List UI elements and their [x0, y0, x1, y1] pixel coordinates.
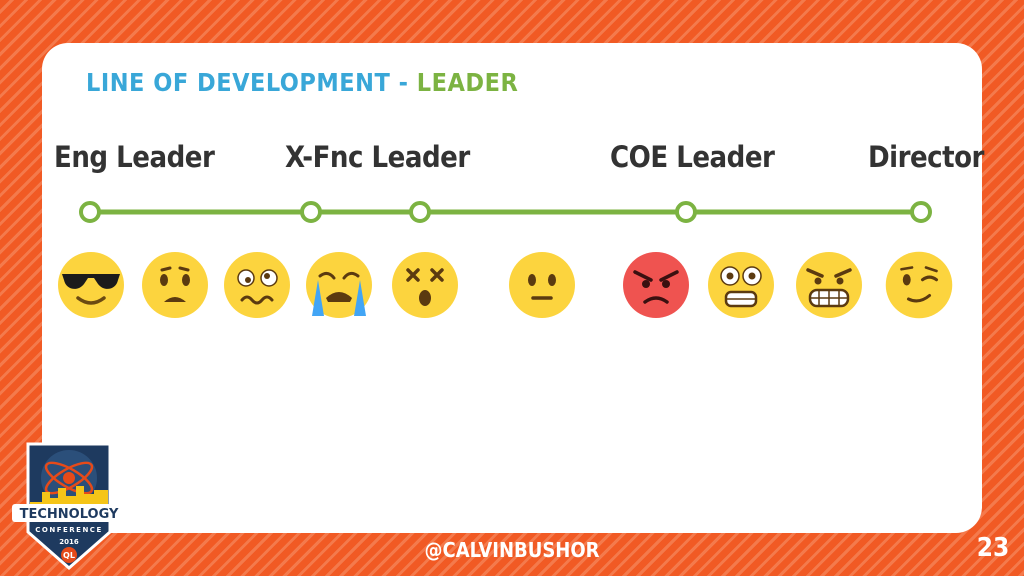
grimacing-face-icon — [796, 252, 862, 318]
stage-label-coe-leader: COE Leader — [610, 140, 775, 174]
neutral-face-icon — [509, 252, 575, 318]
slide-title: LINE OF DEVELOPMENT - LEADER — [86, 68, 518, 97]
winking-face-icon — [885, 251, 953, 319]
stage-label-xfnc-leader: X-Fnc Leader — [285, 140, 470, 174]
title-prefix: LINE OF DEVELOPMENT - — [86, 68, 417, 97]
frowning-face-icon — [142, 252, 208, 318]
dizzy-face-icon — [392, 252, 458, 318]
title-highlight: LEADER — [416, 68, 519, 97]
presenter-handle: @CALVINBUSHOR — [424, 538, 600, 562]
badge-logo-text: QL — [63, 551, 75, 560]
slide-number: 23 — [976, 533, 1010, 563]
cool-sunglasses-face-icon — [58, 252, 124, 318]
conference-badge-logo: TECHNOLOGY CONFERENCE 2016 QL — [12, 442, 126, 570]
badge-year: 2016 — [59, 538, 79, 546]
stage-label-director: Director — [868, 140, 984, 174]
badge-subtitle: CONFERENCE — [35, 526, 102, 534]
stage-label-eng-leader: Eng Leader — [54, 140, 215, 174]
confused-wavy-face-icon — [224, 252, 290, 318]
fearful-face-icon — [708, 252, 774, 318]
angry-face-icon — [623, 252, 689, 318]
badge-title: TECHNOLOGY — [20, 507, 119, 522]
crying-face-icon — [306, 252, 372, 318]
